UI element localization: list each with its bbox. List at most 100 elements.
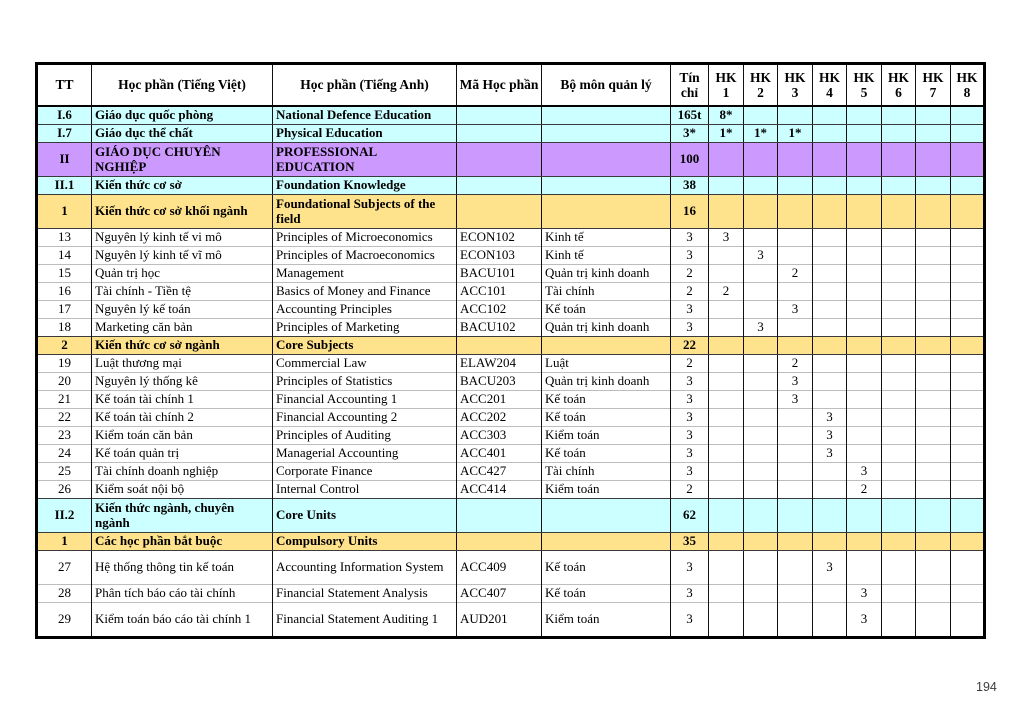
cell-hk-7 bbox=[915, 176, 951, 195]
cell-credits: 3 bbox=[670, 602, 709, 638]
table-row: I.6 Giáo dục quốc phòng National Defence E… bbox=[36, 105, 985, 125]
col-header-hk-1: HK 1 bbox=[708, 63, 744, 107]
cell-course-en: Internal Control bbox=[272, 480, 457, 499]
cell-hk-7 bbox=[915, 246, 951, 265]
cell-credits: 2 bbox=[670, 354, 709, 373]
cell-dept bbox=[541, 176, 671, 195]
cell-hk-8 bbox=[950, 228, 985, 247]
cell-tt: 20 bbox=[36, 372, 92, 391]
cell-dept: Quản trị kinh doanh bbox=[541, 264, 671, 283]
cell-hk-8 bbox=[950, 246, 985, 265]
cell-hk-2 bbox=[743, 426, 778, 445]
cell-hk-2 bbox=[743, 550, 778, 585]
cell-course-vi: Giáo dục thể chất bbox=[91, 124, 273, 143]
cell-course-vi: Kiến thức cơ sở khối ngành bbox=[91, 194, 273, 229]
cell-credits: 3 bbox=[670, 318, 709, 337]
cell-tt: 14 bbox=[36, 246, 92, 265]
cell-hk-3 bbox=[777, 142, 813, 177]
cell-hk-1 bbox=[708, 176, 744, 195]
cell-code: ACC102 bbox=[456, 300, 542, 319]
table-row: 24 Kế toán quản trị Managerial Accounting A… bbox=[36, 444, 985, 463]
cell-course-vi: Phân tích báo cáo tài chính bbox=[91, 584, 273, 603]
cell-course-vi: Tài chính - Tiền tệ bbox=[91, 282, 273, 301]
table-row: 2 Kiến thức cơ sở ngành Core Subjects 22 bbox=[36, 336, 985, 355]
cell-course-vi: Tài chính doanh nghiệp bbox=[91, 462, 273, 481]
cell-hk-3 bbox=[777, 550, 813, 585]
col-header-hk-2: HK 2 bbox=[743, 63, 778, 107]
cell-credits: 3 bbox=[670, 246, 709, 265]
cell-course-vi: Hệ thống thông tin kế toán bbox=[91, 550, 273, 585]
cell-hk-1 bbox=[708, 318, 744, 337]
cell-hk-5 bbox=[846, 372, 882, 391]
cell-hk-4 bbox=[812, 462, 847, 481]
table-row: I.7 Giáo dục thể chất Physical Education 3*… bbox=[36, 124, 985, 143]
cell-hk-4 bbox=[812, 372, 847, 391]
table-row: 14 Nguyên lý kinh tế vĩ mô Principles of M… bbox=[36, 246, 985, 265]
cell-hk-3: 2 bbox=[777, 354, 813, 373]
cell-hk-6 bbox=[881, 264, 916, 283]
cell-hk-8 bbox=[950, 318, 985, 337]
cell-hk-5 bbox=[846, 142, 882, 177]
col-header-hk-8: HK 8 bbox=[950, 63, 985, 107]
cell-dept bbox=[541, 105, 671, 125]
cell-hk-5: 3 bbox=[846, 584, 882, 603]
cell-credits: 62 bbox=[670, 498, 709, 533]
cell-hk-3 bbox=[777, 282, 813, 301]
cell-hk-7 bbox=[915, 444, 951, 463]
cell-hk-5 bbox=[846, 282, 882, 301]
cell-hk-3 bbox=[777, 498, 813, 533]
col-header-course-en: Học phần (Tiếng Anh) bbox=[272, 63, 457, 107]
table-row: 15 Quản trị học Management BACU101 Quản trị … bbox=[36, 264, 985, 283]
cell-code: BACU102 bbox=[456, 318, 542, 337]
cell-credits: 3 bbox=[670, 300, 709, 319]
cell-hk-5 bbox=[846, 300, 882, 319]
cell-course-vi: Nguyên lý thống kê bbox=[91, 372, 273, 391]
cell-hk-2 bbox=[743, 176, 778, 195]
cell-dept: Quản trị kinh doanh bbox=[541, 318, 671, 337]
table-row: 23 Kiểm toán căn bản Principles of Auditin… bbox=[36, 426, 985, 445]
table-row: 20 Nguyên lý thống kê Principles of Statis… bbox=[36, 372, 985, 391]
cell-code: ELAW204 bbox=[456, 354, 542, 373]
cell-credits: 38 bbox=[670, 176, 709, 195]
table-row: 17 Nguyên lý kế toán Accounting Principles… bbox=[36, 300, 985, 319]
cell-course-en: National Defence Education bbox=[272, 105, 457, 125]
cell-hk-2 bbox=[743, 444, 778, 463]
cell-hk-1 bbox=[708, 142, 744, 177]
cell-tt: 21 bbox=[36, 390, 92, 409]
cell-hk-3 bbox=[777, 602, 813, 638]
cell-tt: 18 bbox=[36, 318, 92, 337]
cell-credits: 22 bbox=[670, 336, 709, 355]
cell-hk-8 bbox=[950, 176, 985, 195]
cell-hk-2 bbox=[743, 498, 778, 533]
cell-hk-3 bbox=[777, 246, 813, 265]
cell-hk-4 bbox=[812, 498, 847, 533]
cell-credits: 2 bbox=[670, 264, 709, 283]
cell-hk-6 bbox=[881, 282, 916, 301]
cell-hk-1 bbox=[708, 246, 744, 265]
cell-dept: Kế toán bbox=[541, 408, 671, 427]
cell-hk-8 bbox=[950, 194, 985, 229]
cell-hk-4 bbox=[812, 300, 847, 319]
cell-dept: Luật bbox=[541, 354, 671, 373]
cell-hk-1 bbox=[708, 336, 744, 355]
table-row: 13 Nguyên lý kinh tế vi mô Principles of M… bbox=[36, 228, 985, 247]
cell-hk-3 bbox=[777, 480, 813, 499]
cell-hk-7 bbox=[915, 318, 951, 337]
cell-dept: Kế toán bbox=[541, 550, 671, 585]
cell-hk-1 bbox=[708, 264, 744, 283]
cell-hk-2 bbox=[743, 105, 778, 125]
cell-hk-3 bbox=[777, 408, 813, 427]
cell-code: ACC427 bbox=[456, 462, 542, 481]
cell-hk-7 bbox=[915, 228, 951, 247]
cell-hk-7 bbox=[915, 584, 951, 603]
cell-hk-4 bbox=[812, 336, 847, 355]
cell-code: AUD201 bbox=[456, 602, 542, 638]
cell-hk-1 bbox=[708, 584, 744, 603]
cell-tt: 25 bbox=[36, 462, 92, 481]
cell-hk-8 bbox=[950, 264, 985, 283]
cell-hk-2 bbox=[743, 408, 778, 427]
cell-credits: 3 bbox=[670, 444, 709, 463]
cell-hk-2 bbox=[743, 584, 778, 603]
cell-hk-6 bbox=[881, 176, 916, 195]
cell-hk-1 bbox=[708, 498, 744, 533]
